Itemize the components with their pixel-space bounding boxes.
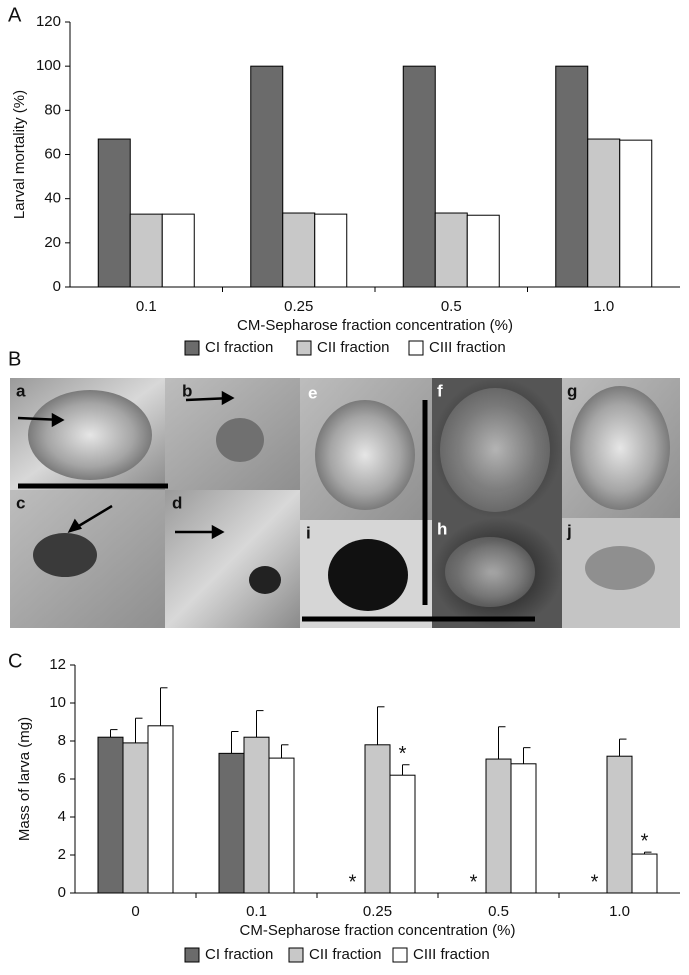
y-tick-label: 120 [36, 13, 61, 30]
y-tick-label: 0 [58, 884, 66, 901]
bar [587, 138, 621, 288]
specimen [585, 546, 655, 590]
photo-label: i [306, 523, 311, 542]
significance-marker: * [399, 743, 407, 765]
legend-swatch [288, 947, 304, 963]
bar [555, 65, 589, 288]
specimen [28, 390, 152, 480]
specimen [216, 418, 264, 462]
specimen [249, 566, 281, 594]
bar [147, 725, 174, 894]
x-axis-title: CM-Sepharose fraction concentration (%) [237, 317, 513, 334]
legend-label: CI fraction [205, 339, 273, 356]
y-tick-label: 20 [44, 234, 61, 251]
legend-swatch [296, 340, 312, 356]
legend-label: CII fraction [317, 339, 390, 356]
x-tick-label: 0 [131, 903, 139, 920]
photo-label: h [437, 519, 447, 538]
significance-marker: * [591, 871, 599, 893]
photo-label: j [566, 521, 572, 540]
photo-label: a [16, 381, 26, 400]
legend-swatch [184, 340, 200, 356]
bar [434, 212, 468, 288]
bar [243, 736, 270, 894]
x-tick-label: 1.0 [593, 298, 614, 315]
y-tick-label: 2 [58, 846, 66, 863]
bar [97, 138, 131, 288]
legend-label: CII fraction [309, 946, 382, 963]
x-axis-title: CM-Sepharose fraction concentration (%) [240, 922, 516, 939]
significance-marker: * [470, 871, 478, 893]
y-tick-label: 12 [49, 656, 66, 673]
bar [250, 65, 284, 288]
bar [631, 853, 658, 894]
y-tick-label: 4 [58, 808, 66, 825]
panel-label: C [8, 650, 22, 672]
y-tick-label: 60 [44, 145, 61, 162]
bar [129, 213, 163, 288]
y-axis-title: Larval mortality (%) [11, 90, 28, 219]
legend-swatch [408, 340, 424, 356]
x-tick-label: 0.5 [441, 298, 462, 315]
specimen [570, 386, 670, 510]
bar [606, 755, 633, 894]
legend-swatch [184, 947, 200, 963]
photo [165, 490, 300, 628]
y-tick-label: 6 [58, 770, 66, 787]
y-tick-label: 100 [36, 57, 61, 74]
legend-label: CIII fraction [413, 946, 490, 963]
panel-label: A [8, 4, 22, 26]
bar [218, 752, 245, 894]
y-tick-label: 40 [44, 190, 61, 207]
photo-label: d [172, 493, 182, 512]
bar [402, 65, 436, 288]
y-tick-label: 80 [44, 101, 61, 118]
bar [314, 213, 348, 288]
arrows [17, 390, 235, 540]
specimen [445, 537, 535, 607]
bar [510, 763, 537, 894]
legend-label: CIII fraction [429, 339, 506, 356]
y-axis-title: Mass of larva (mg) [16, 717, 33, 841]
x-tick-label: 0.5 [488, 903, 509, 920]
bar [466, 214, 500, 288]
bar [122, 742, 149, 894]
photo-label: c [16, 493, 25, 512]
bar [389, 774, 416, 894]
photo-label: f [437, 381, 443, 400]
specimen [328, 539, 408, 611]
photo-label: b [182, 381, 192, 400]
y-tick-label: 0 [53, 278, 61, 295]
significance-marker: * [641, 830, 649, 852]
x-tick-label: 1.0 [609, 903, 630, 920]
y-tick-label: 10 [49, 694, 66, 711]
bar [161, 213, 195, 288]
specimen [33, 533, 97, 577]
x-tick-label: 0.25 [284, 298, 313, 315]
specimen [315, 400, 415, 510]
bar [97, 736, 124, 894]
x-tick-label: 0.1 [136, 298, 157, 315]
specimen [440, 388, 550, 512]
x-tick-label: 0.25 [363, 903, 392, 920]
photo-label: e [308, 383, 317, 402]
y-tick-label: 8 [58, 732, 66, 749]
x-tick-label: 0.1 [246, 903, 267, 920]
legend-label: CI fraction [205, 946, 273, 963]
bar [282, 212, 316, 288]
panel-label: B [8, 348, 21, 370]
bar [364, 744, 391, 894]
bar [485, 758, 512, 894]
bar [268, 757, 295, 894]
photo-label: g [567, 381, 577, 400]
photo-panel: a b c d e f g h i j [10, 378, 680, 628]
legend-swatch [392, 947, 408, 963]
significance-marker: * [349, 871, 357, 893]
bar [619, 139, 653, 288]
